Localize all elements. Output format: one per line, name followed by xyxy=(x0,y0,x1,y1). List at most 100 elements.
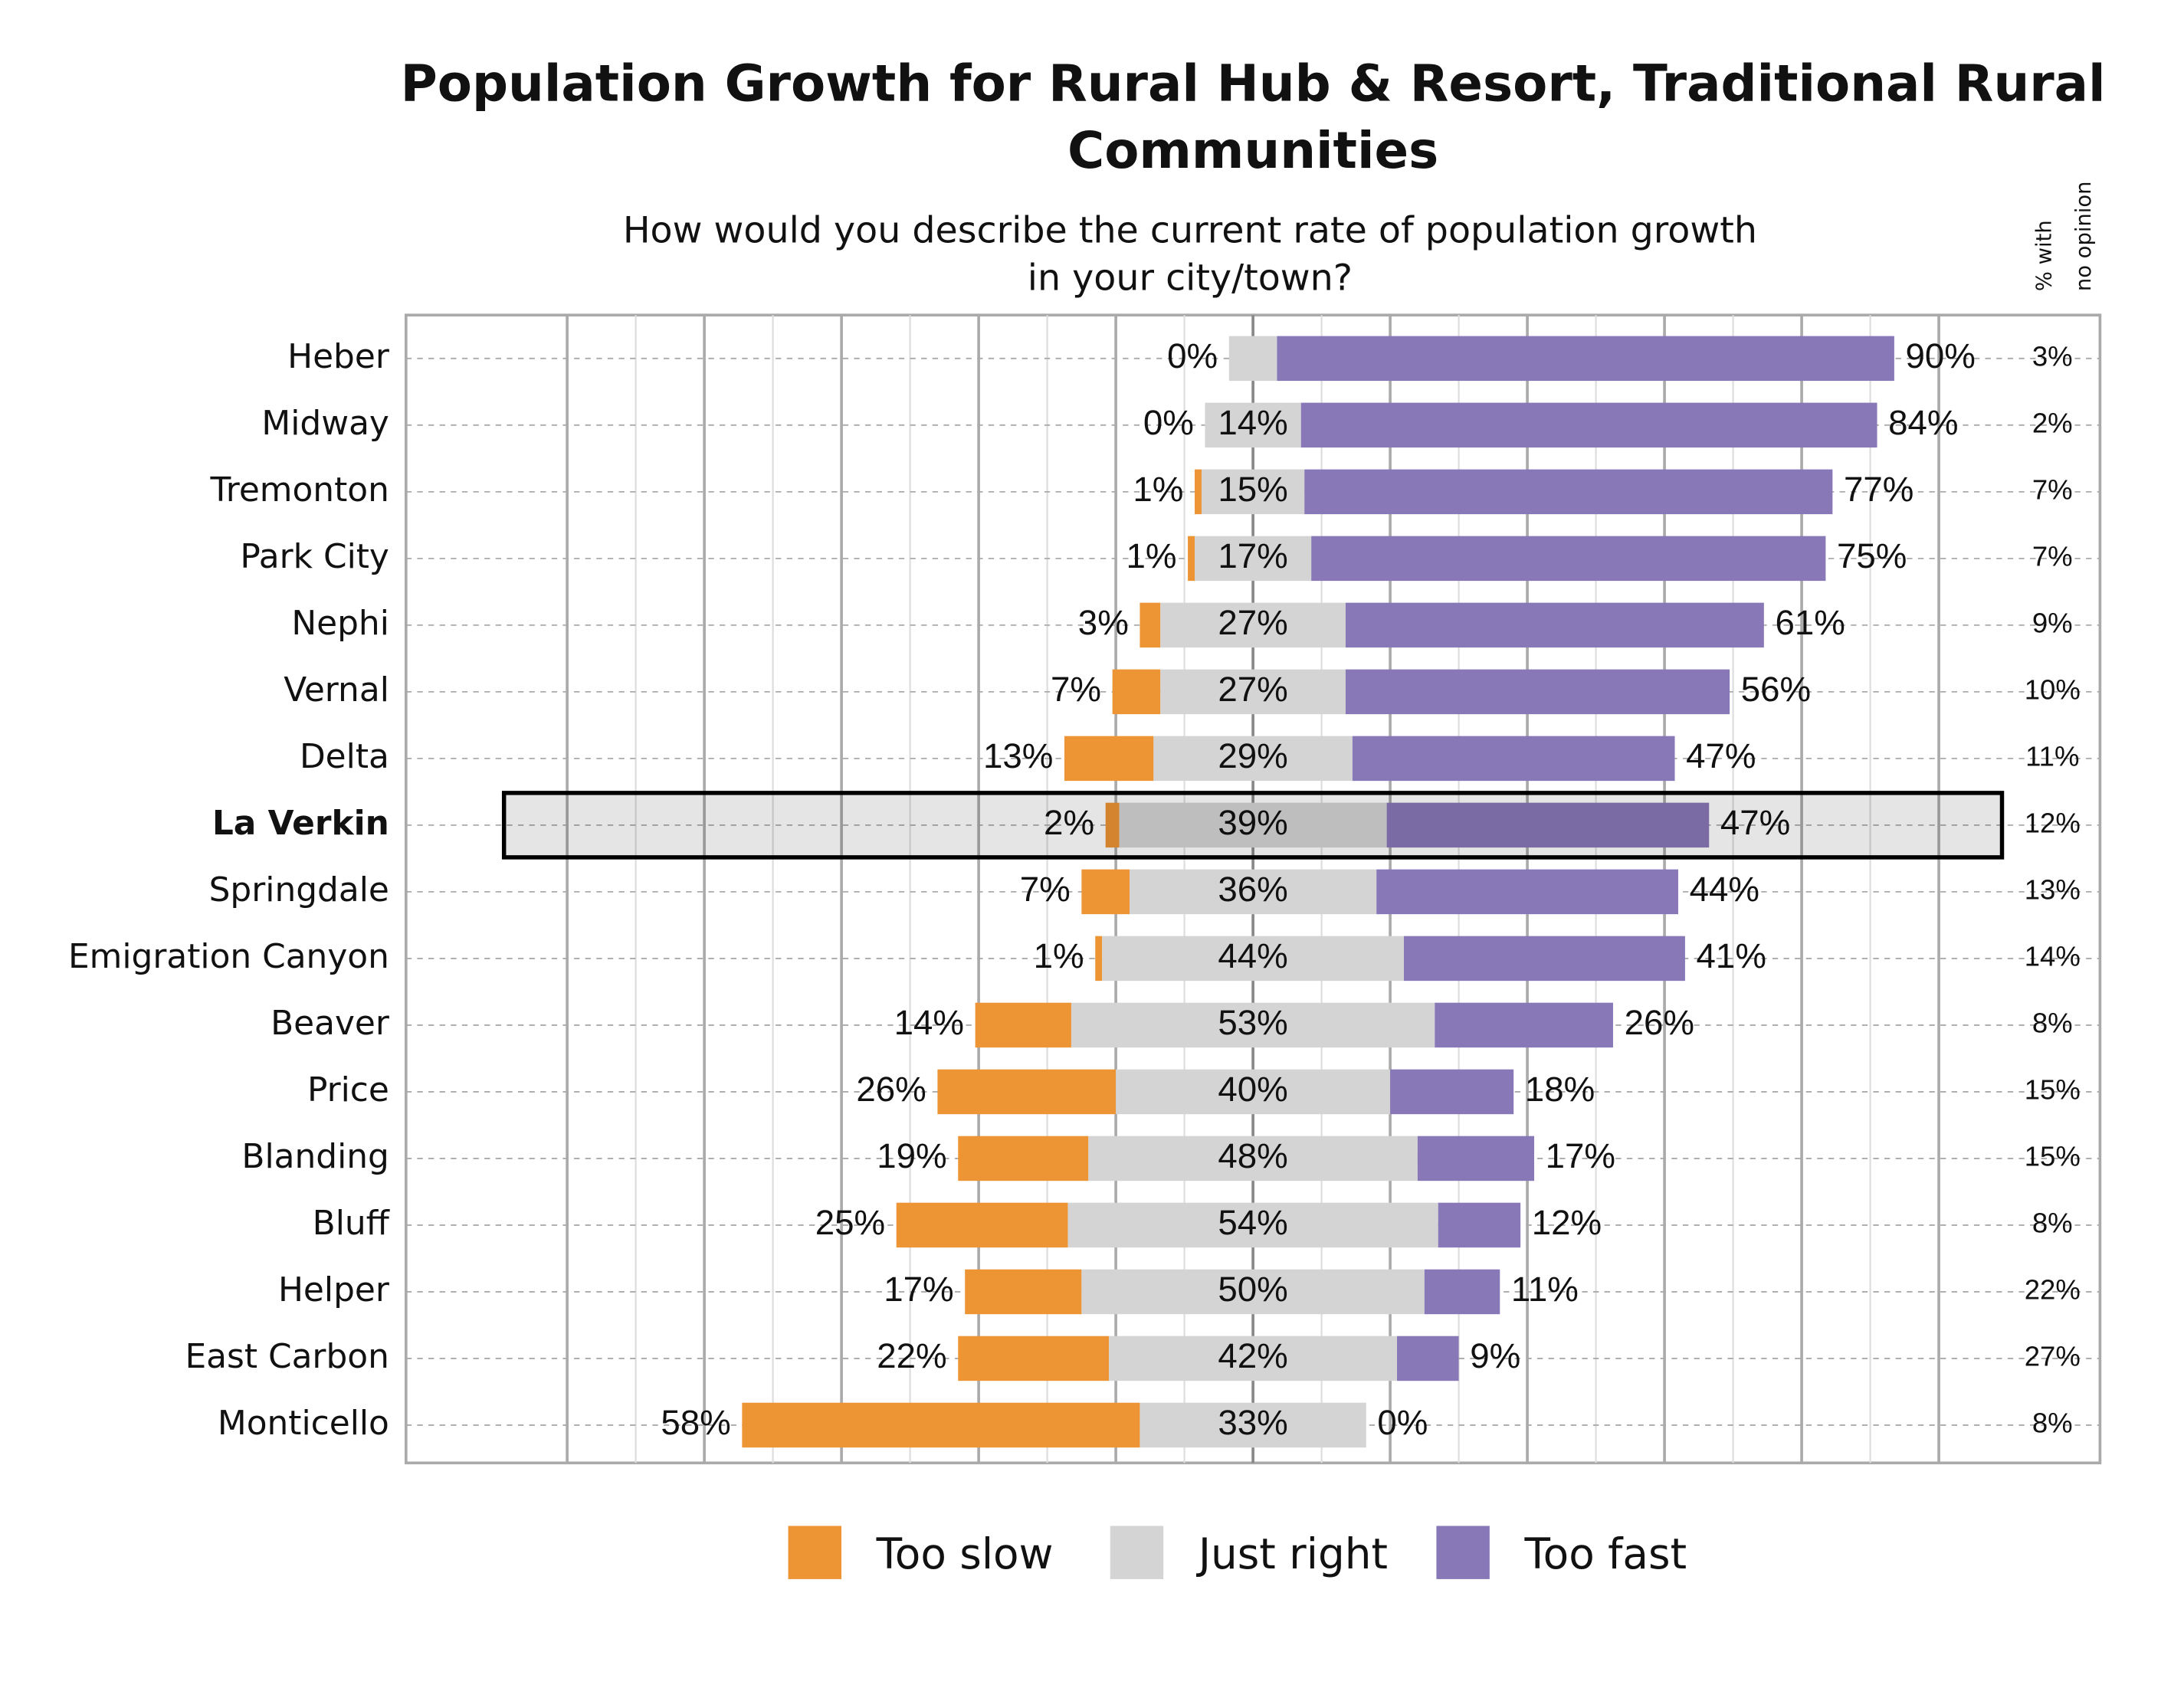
value-label: 7% xyxy=(1051,670,1101,709)
bar-just-right xyxy=(1140,1402,1366,1448)
chart-title: Communities xyxy=(1067,121,1438,180)
value-label: 14% xyxy=(1218,403,1287,442)
value-label: 27% xyxy=(1218,603,1287,642)
no-opinion-label: 14% xyxy=(2025,941,2081,972)
value-label: 3% xyxy=(1078,603,1129,642)
bar-just-right xyxy=(1130,869,1377,915)
bar-just-right xyxy=(1205,402,1301,448)
value-label: 90% xyxy=(1906,336,1976,375)
value-label: 47% xyxy=(1720,803,1790,842)
bar-too-fast xyxy=(1345,602,1764,648)
bar-too-fast xyxy=(1386,802,1710,848)
value-label: 40% xyxy=(1218,1070,1287,1109)
no-opinion-label: 12% xyxy=(2025,808,2081,839)
bar-too-fast xyxy=(1376,869,1678,915)
no-opinion-label: 15% xyxy=(2025,1074,2081,1106)
bar-too-fast xyxy=(1311,536,1826,582)
no-opinion-label: 8% xyxy=(2032,1408,2073,1439)
bar-just-right xyxy=(1153,736,1353,782)
category-label: Price xyxy=(307,1070,389,1109)
value-label: 0% xyxy=(1143,403,1194,442)
no-opinion-label: 10% xyxy=(2025,674,2081,706)
bar-too-slow xyxy=(965,1269,1082,1315)
bar-just-right xyxy=(1160,669,1346,715)
category-label: Heber xyxy=(287,337,390,376)
category-label: Helper xyxy=(278,1270,390,1309)
bar-too-slow xyxy=(1112,669,1161,715)
value-label: 14% xyxy=(894,1003,964,1042)
value-label: 75% xyxy=(1837,536,1907,575)
bar-too-slow xyxy=(1188,536,1195,582)
no-opinion-label: 13% xyxy=(2025,874,2081,906)
value-label: 42% xyxy=(1218,1336,1287,1375)
bar-just-right xyxy=(1195,536,1312,582)
no-opinion-label: 15% xyxy=(2025,1141,2081,1172)
value-label: 12% xyxy=(1532,1203,1602,1242)
value-label: 36% xyxy=(1218,870,1287,909)
bar-too-slow xyxy=(1105,802,1120,848)
legend-label: Just right xyxy=(1196,1529,1388,1578)
bar-just-right xyxy=(1081,1269,1425,1315)
category-label: Bluff xyxy=(313,1204,391,1243)
category-label: East Carbon xyxy=(185,1337,389,1376)
category-label: Nephi xyxy=(291,604,389,643)
value-label: 2% xyxy=(1044,803,1094,842)
value-label: 22% xyxy=(877,1336,946,1375)
value-label: 44% xyxy=(1690,870,1759,909)
category-label: Vernal xyxy=(284,670,389,710)
bar-too-slow xyxy=(975,1002,1071,1048)
category-label: Monticello xyxy=(218,1404,389,1443)
bar-just-right xyxy=(1228,336,1277,382)
category-label: Emigration Canyon xyxy=(68,937,389,976)
category-label: Springdale xyxy=(209,870,389,909)
value-label: 1% xyxy=(1034,936,1084,975)
value-label: 26% xyxy=(856,1070,926,1109)
bar-just-right xyxy=(1102,936,1404,982)
no-opinion-label: 8% xyxy=(2032,1208,2073,1239)
bar-just-right xyxy=(1071,1002,1435,1048)
bar-too-fast xyxy=(1424,1269,1500,1315)
bar-too-fast xyxy=(1390,1069,1514,1115)
value-label: 25% xyxy=(815,1203,885,1242)
value-label: 41% xyxy=(1697,936,1766,975)
no-opinion-label: 8% xyxy=(2032,1008,2073,1039)
legend-swatch xyxy=(788,1526,841,1579)
bar-too-fast xyxy=(1352,736,1675,782)
value-label: 13% xyxy=(983,736,1053,775)
value-label: 15% xyxy=(1218,470,1287,509)
bar-too-fast xyxy=(1397,1336,1459,1381)
bar-just-right xyxy=(1109,1336,1398,1381)
bar-too-slow xyxy=(958,1336,1110,1381)
no-opinion-label: 11% xyxy=(2025,741,2079,772)
value-label: 17% xyxy=(884,1270,953,1309)
bar-too-slow xyxy=(1064,736,1154,782)
value-label: 50% xyxy=(1218,1270,1287,1309)
highlight-box xyxy=(501,791,2005,860)
bar-too-slow xyxy=(958,1136,1089,1182)
value-label: 58% xyxy=(661,1403,730,1442)
category-label: Midway xyxy=(261,404,389,443)
category-label: Beaver xyxy=(271,1004,390,1043)
value-label: 11% xyxy=(1511,1270,1579,1309)
legend-swatch xyxy=(1110,1526,1164,1579)
value-label: 9% xyxy=(1470,1336,1520,1375)
bar-too-fast xyxy=(1304,469,1833,515)
bar-too-fast xyxy=(1435,1002,1613,1048)
column-header: no opinion xyxy=(2072,181,2096,291)
value-label: 18% xyxy=(1525,1070,1595,1109)
value-label: 47% xyxy=(1686,736,1756,775)
bar-just-right xyxy=(1201,469,1305,515)
category-label: Tremonton xyxy=(209,470,389,510)
chart-title: Population Growth for Rural Hub & Resort… xyxy=(401,54,2106,113)
category-label: Delta xyxy=(300,737,389,776)
no-opinion-label: 2% xyxy=(2032,407,2073,438)
bar-just-right xyxy=(1160,602,1346,648)
chart-subtitle: in your city/town? xyxy=(1028,257,1353,300)
value-label: 29% xyxy=(1218,736,1287,775)
value-label: 56% xyxy=(1741,670,1811,709)
category-label: Blanding xyxy=(241,1137,389,1176)
value-label: 44% xyxy=(1218,936,1287,975)
bar-too-slow xyxy=(1195,469,1202,515)
no-opinion-label: 22% xyxy=(2025,1274,2081,1306)
